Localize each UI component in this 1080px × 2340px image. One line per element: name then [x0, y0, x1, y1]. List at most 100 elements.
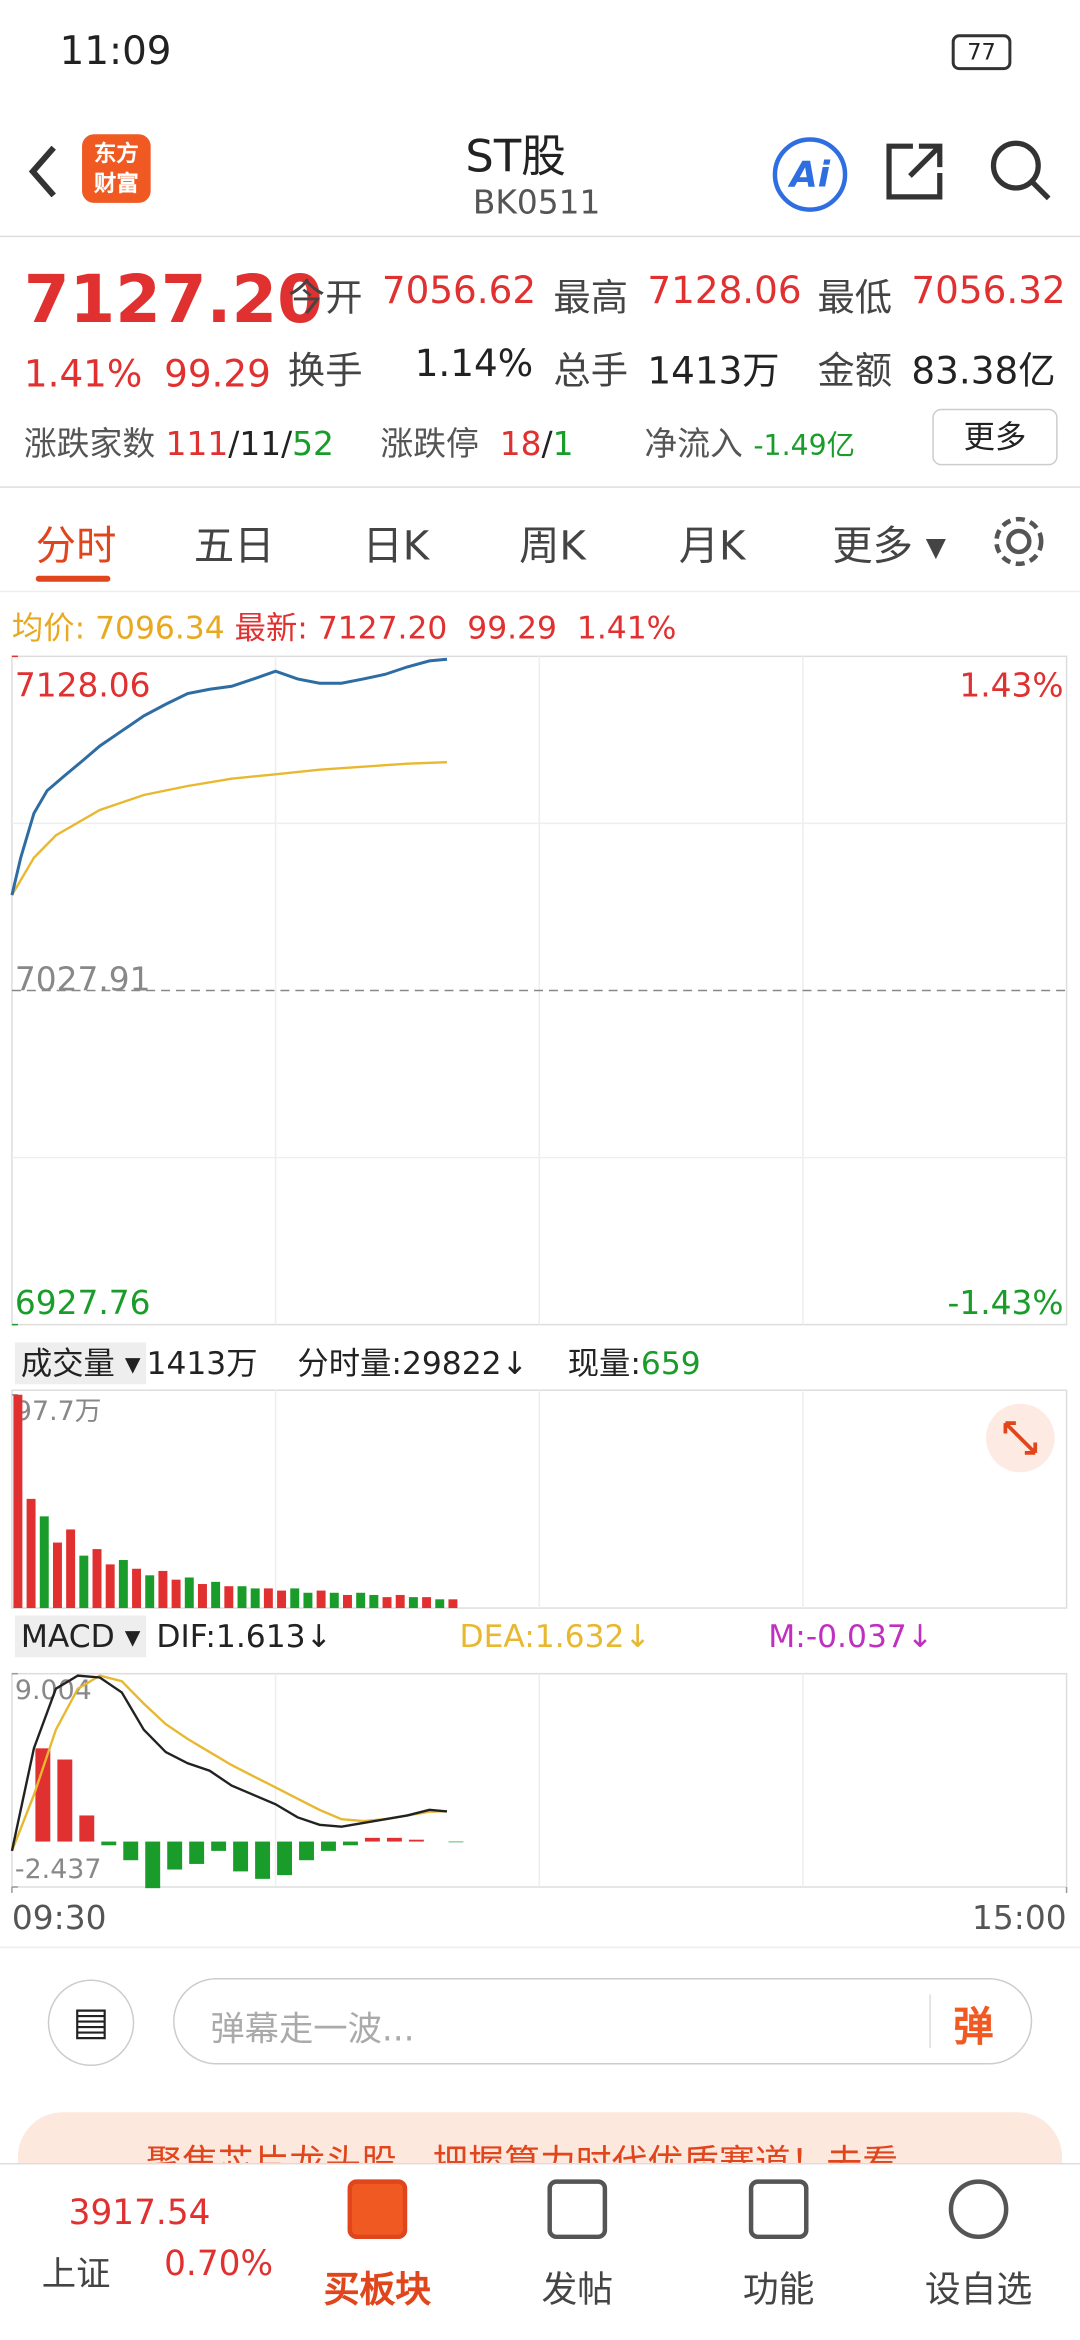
search-button[interactable]	[988, 137, 1054, 203]
volume-bar	[79, 1555, 89, 1609]
volume-bar	[237, 1586, 247, 1609]
nav-label: 买板块	[323, 2268, 432, 2311]
volume-bar	[158, 1570, 168, 1609]
macd-bar	[189, 1841, 205, 1864]
tab[interactable]: 月K	[678, 523, 746, 570]
volume-bar	[408, 1597, 418, 1609]
divider	[0, 590, 1080, 593]
intraday-legend: 均价: 7096.34 最新: 7127.20 99.29 1.41%	[12, 604, 677, 649]
m: -0.037	[805, 1618, 907, 1655]
dif: 1.613	[215, 1618, 306, 1655]
label: 成交量	[20, 1345, 115, 1382]
sep: /	[541, 426, 553, 464]
field-value: 1.14%	[414, 341, 534, 385]
tab[interactable]: 日K	[362, 523, 430, 570]
total: 1413万	[146, 1345, 258, 1382]
arrow: ↓	[305, 1618, 332, 1655]
volume-bar	[105, 1564, 115, 1609]
volume-selector[interactable]: 成交量 ▾	[14, 1342, 147, 1385]
macd-bar	[79, 1815, 95, 1842]
arrow: ↓	[501, 1345, 528, 1382]
volume-legend: 成交量 ▾ 1413万 分时量:29822↓ 现量:659	[14, 1340, 701, 1385]
tab[interactable]: 更多 ▾	[832, 523, 946, 570]
label: 净流入	[644, 426, 743, 464]
nav-item[interactable]: 功能	[689, 2179, 868, 2312]
tick-label: 分时量:	[297, 1345, 402, 1382]
settings-button[interactable]	[990, 513, 1047, 570]
ai-button[interactable]: Ai	[772, 137, 848, 212]
tab[interactable]: 周K	[519, 523, 586, 570]
index-value[interactable]: 3917.54	[68, 2194, 211, 2234]
up: 18	[499, 426, 542, 464]
dea: 1.632	[534, 1618, 625, 1655]
nav-icon	[347, 2179, 408, 2240]
dif-label: DIF:	[156, 1618, 216, 1655]
nav-icon	[547, 2179, 608, 2240]
price: 7127.20	[23, 262, 323, 339]
nav-item[interactable]: 发帖	[488, 2179, 667, 2312]
divider	[0, 1946, 1080, 1949]
volume-bar	[435, 1599, 445, 1609]
volume-bar	[263, 1588, 273, 1609]
sep: /	[281, 426, 293, 464]
breadth: 涨跌家数 111/11/52	[24, 418, 334, 466]
volume-bar	[13, 1394, 23, 1609]
macd-bar	[101, 1841, 117, 1846]
avg-line	[10, 760, 448, 896]
share-button[interactable]	[883, 140, 949, 203]
tab[interactable]: 五日	[193, 523, 275, 570]
volume-bar	[26, 1498, 36, 1609]
volume-bar	[342, 1594, 352, 1609]
field-value: 7128.06	[647, 268, 802, 312]
y-tick-label: 9.004	[15, 1675, 92, 1706]
flat: 11	[239, 426, 282, 464]
nav-item[interactable]: 设自选	[889, 2179, 1068, 2312]
y-tick-label: 7027.91	[15, 960, 151, 998]
arrow: ↓	[906, 1618, 934, 1655]
battery: 77	[951, 34, 1012, 71]
nav-item[interactable]: 买板块	[288, 2179, 467, 2312]
change-pct: 1.41%	[23, 352, 143, 396]
volume-bar	[145, 1575, 155, 1609]
volume-bar	[422, 1597, 432, 1609]
volume-bar	[356, 1592, 366, 1609]
net-inflow: 净流入 -1.49亿	[644, 418, 855, 466]
more-button[interactable]: 更多	[932, 408, 1058, 466]
macd-bar	[342, 1841, 358, 1846]
label: MACD	[20, 1618, 115, 1655]
latest-label: 最新:	[234, 610, 308, 646]
index-name[interactable]: 上证	[41, 2255, 111, 2295]
logo-text: 东方	[93, 140, 139, 168]
y-tick-label: 97.7万	[15, 1396, 102, 1427]
volume-bar	[382, 1597, 392, 1609]
macd-selector[interactable]: MACD ▾	[14, 1615, 147, 1658]
volume-bar	[132, 1568, 142, 1609]
dif-line	[10, 1674, 448, 1852]
field-label: 换手	[287, 349, 363, 393]
volume-bar	[303, 1592, 313, 1609]
charts: 6927.76 7027.91 7128.06 1.43% -1.43% 97.7万 -2.…	[10, 655, 1068, 1937]
macd-legend: MACD ▾ DIF:1.613↓	[14, 1615, 332, 1658]
down: 1	[552, 426, 574, 464]
now-label: 现量:	[567, 1345, 641, 1382]
send-button[interactable]: 弹	[953, 2004, 994, 2052]
macd-bar	[167, 1841, 183, 1870]
bottom-nav: 3917.54 上证 0.70% 买板块 发帖 功能 设自选	[0, 2162, 1080, 2340]
back-button[interactable]	[21, 142, 66, 202]
volume-bar	[316, 1590, 326, 1609]
app-logo[interactable]: 东方 财富	[82, 134, 151, 203]
placeholder: 弹幕走一波...	[210, 2010, 415, 2050]
tab-indicator	[35, 575, 111, 582]
index-change[interactable]: 0.70%	[164, 2245, 274, 2284]
tab[interactable]: 分时	[35, 523, 117, 570]
nav-icon	[948, 2179, 1009, 2240]
comment-input[interactable]: 弹幕走一波... 弹	[173, 1977, 1033, 2065]
m-label: M:	[768, 1618, 806, 1655]
volume-bar	[197, 1584, 207, 1609]
volume-bar	[39, 1516, 49, 1609]
volume-bar	[211, 1581, 221, 1609]
danmaku-toggle[interactable]: ▤	[47, 1979, 135, 2067]
macd-bar	[448, 1841, 464, 1843]
